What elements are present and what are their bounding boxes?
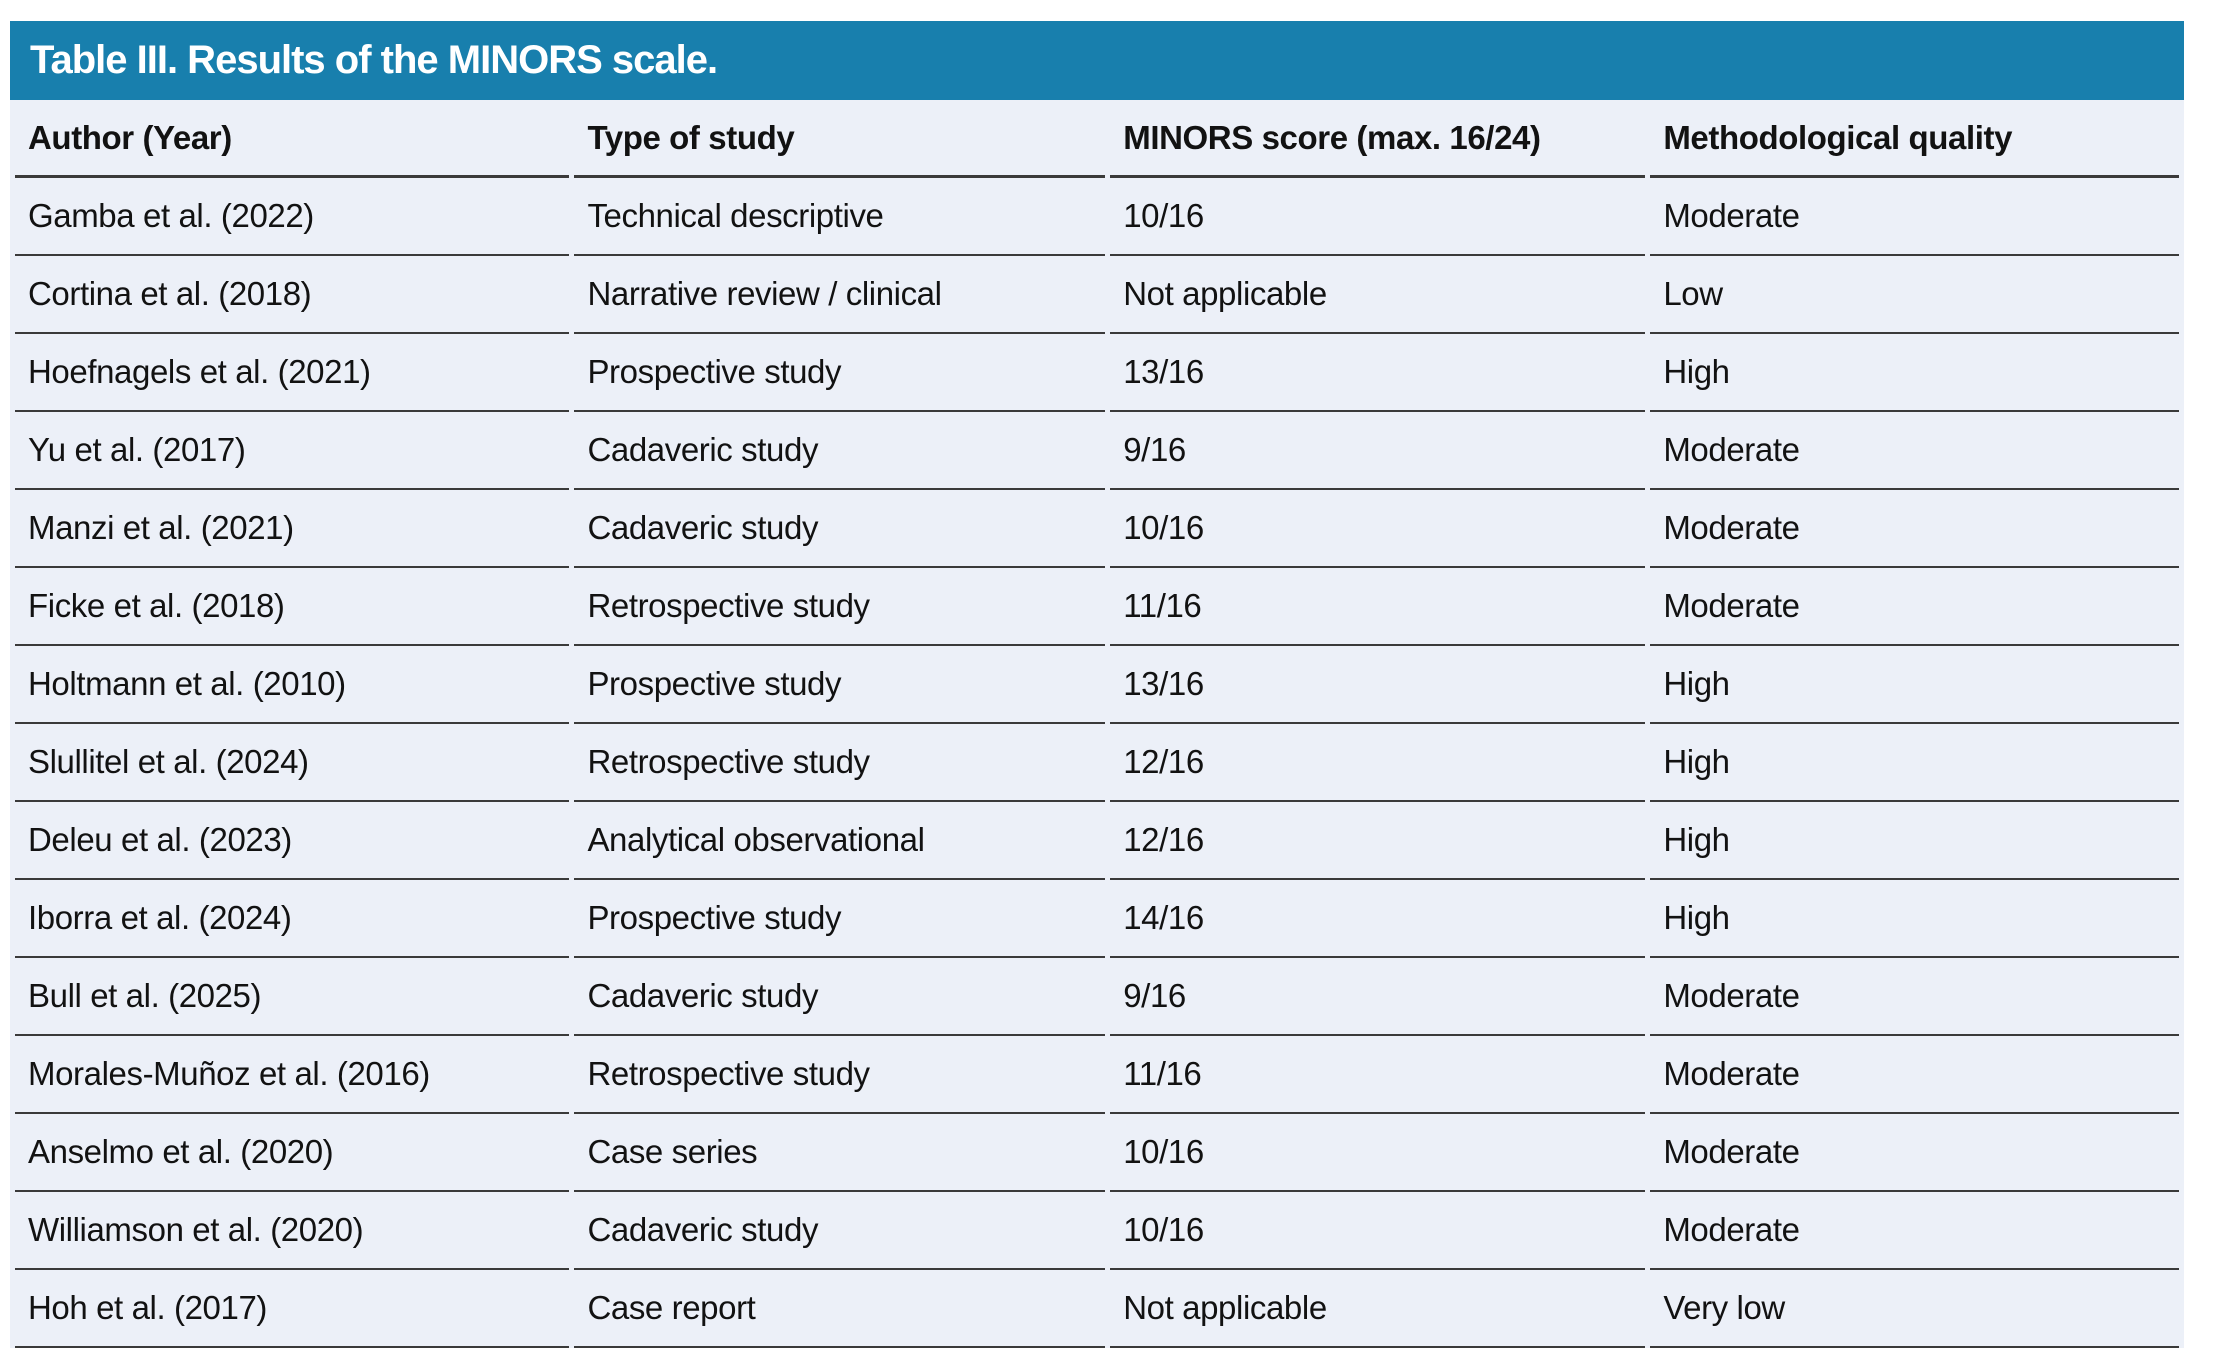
cell-quality: High xyxy=(1650,880,2179,958)
cell-quality: Moderate xyxy=(1650,1192,2179,1270)
table-row: Anselmo et al. (2020) Case series 10/16 Mod… xyxy=(15,1114,2179,1192)
table-row: Manzi et al. (2021) Cadaveric study 10/16 M… xyxy=(15,490,2179,568)
cell-type: Prospective study xyxy=(574,646,1106,724)
cell-score: 10/16 xyxy=(1110,1114,1646,1192)
table-body: Gamba et al. (2022) Technical descriptive… xyxy=(15,178,2179,1348)
cell-author: Bull et al. (2025) xyxy=(15,958,570,1036)
cell-score: 11/16 xyxy=(1110,568,1646,646)
cell-author: Ficke et al. (2018) xyxy=(15,568,570,646)
cell-quality: Moderate xyxy=(1650,958,2179,1036)
cell-score: 10/16 xyxy=(1110,490,1646,568)
cell-author: Williamson et al. (2020) xyxy=(15,1192,570,1270)
cell-type: Cadaveric study xyxy=(574,1192,1106,1270)
column-header-quality: Methodological quality xyxy=(1650,100,2179,178)
cell-quality: Moderate xyxy=(1650,568,2179,646)
cell-type: Cadaveric study xyxy=(574,958,1106,1036)
table-row: Williamson et al. (2020) Cadaveric study 1… xyxy=(15,1192,2179,1270)
cell-type: Narrative review / clinical xyxy=(574,256,1106,334)
cell-author: Slullitel et al. (2024) xyxy=(15,724,570,802)
cell-type: Technical descriptive xyxy=(574,178,1106,256)
cell-quality: Very low xyxy=(1650,1270,2179,1348)
table-row: Holtmann et al. (2010) Prospective study 1… xyxy=(15,646,2179,724)
table-row: Gamba et al. (2022) Technical descriptive… xyxy=(15,178,2179,256)
cell-quality: Moderate xyxy=(1650,1114,2179,1192)
cell-quality: High xyxy=(1650,646,2179,724)
cell-score: 10/16 xyxy=(1110,178,1646,256)
cell-quality: Low xyxy=(1650,256,2179,334)
cell-author: Gamba et al. (2022) xyxy=(15,178,570,256)
cell-author: Iborra et al. (2024) xyxy=(15,880,570,958)
cell-score: Not applicable xyxy=(1110,256,1646,334)
table-row: Bull et al. (2025) Cadaveric study 9/16 Mod… xyxy=(15,958,2179,1036)
cell-score: 11/16 xyxy=(1110,1036,1646,1114)
cell-score: 9/16 xyxy=(1110,958,1646,1036)
column-header-type: Type of study xyxy=(574,100,1106,178)
cell-score: 13/16 xyxy=(1110,334,1646,412)
cell-score: 12/16 xyxy=(1110,724,1646,802)
cell-type: Analytical observational xyxy=(574,802,1106,880)
cell-author: Manzi et al. (2021) xyxy=(15,490,570,568)
cell-quality: Moderate xyxy=(1650,1036,2179,1114)
cell-author: Hoefnagels et al. (2021) xyxy=(15,334,570,412)
table-row: Deleu et al. (2023) Analytical observatio… xyxy=(15,802,2179,880)
table-row: Hoh et al. (2017) Case report Not applicab… xyxy=(15,1270,2179,1348)
column-header-score: MINORS score (max. 16/24) xyxy=(1110,100,1646,178)
table-row: Slullitel et al. (2024) Retrospective stu… xyxy=(15,724,2179,802)
cell-type: Retrospective study xyxy=(574,724,1106,802)
cell-author: Deleu et al. (2023) xyxy=(15,802,570,880)
cell-quality: High xyxy=(1650,334,2179,412)
cell-score: Not applicable xyxy=(1110,1270,1646,1348)
cell-type: Prospective study xyxy=(574,334,1106,412)
cell-author: Hoh et al. (2017) xyxy=(15,1270,570,1348)
cell-type: Prospective study xyxy=(574,880,1106,958)
cell-score: 9/16 xyxy=(1110,412,1646,490)
cell-author: Yu et al. (2017) xyxy=(15,412,570,490)
cell-quality: Moderate xyxy=(1650,178,2179,256)
cell-quality: Moderate xyxy=(1650,412,2179,490)
cell-score: 14/16 xyxy=(1110,880,1646,958)
cell-score: 13/16 xyxy=(1110,646,1646,724)
cell-type: Cadaveric study xyxy=(574,490,1106,568)
cell-author: Holtmann et al. (2010) xyxy=(15,646,570,724)
cell-author: Cortina et al. (2018) xyxy=(15,256,570,334)
table-row: Yu et al. (2017) Cadaveric study 9/16 Moder… xyxy=(15,412,2179,490)
cell-type: Cadaveric study xyxy=(574,412,1106,490)
table-title-bar: Table III. Results of the MINORS scale. xyxy=(10,21,2184,100)
column-header-author: Author (Year) xyxy=(15,100,570,178)
header-row: Author (Year) Type of study MINORS score… xyxy=(15,100,2179,178)
cell-type: Case series xyxy=(574,1114,1106,1192)
table-row: Hoefnagels et al. (2021) Prospective stud… xyxy=(15,334,2179,412)
cell-author: Anselmo et al. (2020) xyxy=(15,1114,570,1192)
minors-results-table: Author (Year) Type of study MINORS score… xyxy=(10,100,2184,1348)
cell-quality: High xyxy=(1650,724,2179,802)
table-row: Iborra et al. (2024) Prospective study 14/… xyxy=(15,880,2179,958)
cell-quality: Moderate xyxy=(1650,490,2179,568)
table-row: Morales-Muñoz et al. (2016) Retrospective… xyxy=(15,1036,2179,1114)
cell-author: Morales-Muñoz et al. (2016) xyxy=(15,1036,570,1114)
table-row: Ficke et al. (2018) Retrospective study 11… xyxy=(15,568,2179,646)
cell-type: Retrospective study xyxy=(574,568,1106,646)
cell-score: 10/16 xyxy=(1110,1192,1646,1270)
cell-quality: High xyxy=(1650,802,2179,880)
cell-type: Case report xyxy=(574,1270,1106,1348)
table-caption: Table III. Results of the MINORS scale. xyxy=(30,38,718,82)
table-row: Cortina et al. (2018) Narrative review / … xyxy=(15,256,2179,334)
cell-type: Retrospective study xyxy=(574,1036,1106,1114)
cell-score: 12/16 xyxy=(1110,802,1646,880)
